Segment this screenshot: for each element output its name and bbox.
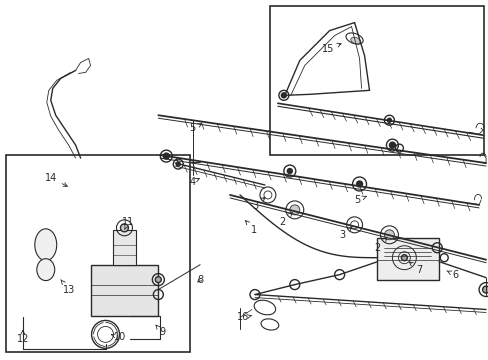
Text: 2: 2 <box>279 212 292 227</box>
Text: 2: 2 <box>374 238 386 253</box>
Circle shape <box>289 205 299 215</box>
Circle shape <box>386 118 390 122</box>
Circle shape <box>482 286 488 293</box>
Text: 3: 3 <box>251 197 264 211</box>
Text: 12: 12 <box>17 330 29 345</box>
Text: 6: 6 <box>446 270 457 280</box>
Text: 4: 4 <box>189 177 199 187</box>
Bar <box>90 265 158 316</box>
Text: 10: 10 <box>111 332 126 342</box>
Circle shape <box>120 224 128 232</box>
Circle shape <box>176 162 180 166</box>
Circle shape <box>388 142 395 148</box>
Text: 13: 13 <box>61 280 75 294</box>
Bar <box>6 155 190 352</box>
Circle shape <box>155 276 161 283</box>
Circle shape <box>281 93 286 98</box>
Bar <box>269 6 483 155</box>
Circle shape <box>356 181 362 187</box>
Circle shape <box>384 230 394 240</box>
Text: 15: 15 <box>321 43 341 54</box>
Text: 9: 9 <box>156 325 165 337</box>
Text: 8: 8 <box>197 275 203 285</box>
Circle shape <box>401 255 407 261</box>
Text: 7: 7 <box>408 262 422 275</box>
Text: 5: 5 <box>354 195 366 205</box>
Ellipse shape <box>37 259 55 280</box>
Text: 1: 1 <box>245 221 257 235</box>
Circle shape <box>287 168 292 174</box>
Circle shape <box>163 153 169 159</box>
Bar <box>377 238 438 280</box>
Ellipse shape <box>35 229 57 261</box>
Text: 16: 16 <box>236 312 251 323</box>
Text: 11: 11 <box>122 217 134 230</box>
Text: 3: 3 <box>339 227 351 240</box>
Text: 5: 5 <box>189 123 202 133</box>
Text: 14: 14 <box>44 173 67 186</box>
Ellipse shape <box>350 37 360 44</box>
Bar <box>112 230 136 265</box>
